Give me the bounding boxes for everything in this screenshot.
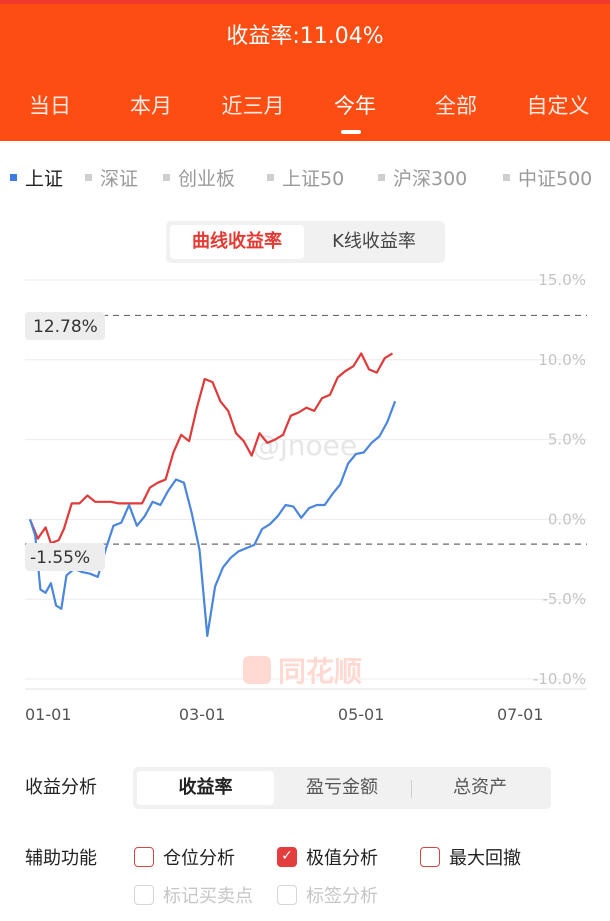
tab-all[interactable]: 全部	[435, 94, 477, 118]
watermark-text: @jnoee	[252, 429, 357, 462]
chart-markers: 12.78% -1.55%	[25, 312, 105, 571]
index-tab-label: 中证500	[518, 168, 593, 190]
index-tab-label: 深证	[100, 168, 139, 190]
analysis-label: 收益分析	[25, 777, 97, 798]
checkbox-label: 标记买卖点	[163, 886, 253, 907]
buy-sell-marker-checkbox: 标记买卖点	[134, 884, 253, 910]
max-drawdown-checkbox[interactable]: 最大回撤	[420, 846, 521, 872]
index-tab-csi500[interactable]: 中证500	[503, 164, 592, 194]
index-tab-label: 沪深300	[393, 168, 468, 190]
return-rate-title: 收益率:11.04%	[226, 24, 384, 49]
checkbox-icon	[277, 885, 297, 905]
y-tick-label: 0.0%	[548, 510, 586, 528]
min-value-badge	[25, 543, 105, 571]
max-value-label: 12.78%	[33, 317, 98, 337]
x-tick-label: 05-01	[338, 705, 385, 724]
tonghuashun-logo-icon	[243, 656, 271, 684]
header-bar: 收益率:11.04% 当日 本月 近三月 今年 全部 自定义	[0, 0, 610, 141]
return-rate-option[interactable]: 收益率	[137, 771, 274, 805]
x-tick-label: 07-01	[497, 705, 544, 724]
position-analysis-checkbox[interactable]: 仓位分析	[134, 846, 235, 872]
segment-divider	[411, 780, 412, 798]
tab-today[interactable]: 当日	[29, 94, 71, 118]
kline-return-button[interactable]: K线收益率	[332, 231, 416, 252]
min-value-label: -1.55%	[30, 548, 90, 568]
chart-grid	[25, 279, 587, 690]
max-value-badge	[25, 312, 105, 340]
index-tab-label: 上证	[25, 168, 64, 190]
tab-this-year-label: 今年	[334, 94, 376, 118]
index-dot-icon	[163, 174, 170, 181]
index-tab-label: 上证50	[282, 168, 345, 190]
checkbox-label: 标签分析	[306, 886, 378, 907]
y-tick-label: 5.0%	[548, 431, 586, 449]
chart-series	[28, 352, 397, 637]
y-tick-label: 15.0%	[538, 271, 586, 289]
tonghuashun-logo-text: 同花顺	[278, 655, 362, 688]
total-assets-option[interactable]: 总资产	[453, 777, 507, 798]
extreme-value-checkbox[interactable]: ✓ 极值分析	[277, 846, 378, 872]
y-tick-label: -5.0%	[542, 590, 586, 608]
index-dot-icon	[378, 174, 385, 181]
active-tab-indicator	[341, 130, 361, 134]
checkbox-icon	[134, 885, 154, 905]
chart-mode-toggle: 曲线收益率 K线收益率	[166, 221, 445, 263]
index-tab-shenzhen[interactable]: 深证	[85, 164, 138, 194]
checkbox-label: 最大回撤	[449, 848, 521, 869]
index-tab-sse50[interactable]: 上证50	[267, 164, 344, 194]
checkbox-label: 仓位分析	[163, 848, 235, 869]
checkbox-icon	[420, 847, 440, 867]
x-tick-label: 01-01	[25, 705, 72, 724]
checkmark-icon: ✓	[277, 847, 297, 867]
y-tick-label: -10.0%	[533, 670, 586, 688]
index-tab-chinext[interactable]: 创业板	[163, 164, 235, 194]
tab-this-year[interactable]: 今年	[305, 92, 405, 134]
index-tab-csi300[interactable]: 沪深300	[378, 164, 467, 194]
chart-axes: 15.0% 10.0% 5.0% 0.0% -5.0% -10.0% 01-01 03-01 0…	[25, 271, 586, 724]
checkbox-icon	[134, 847, 154, 867]
index-dot-icon	[10, 174, 17, 181]
profit-loss-option[interactable]: 盈亏金额	[306, 777, 378, 798]
return-chart: @jnoee 同花顺 12.78% -1.55% 15.0% 10.0% 5.0% 0…	[25, 271, 587, 724]
index-tab-label: 创业板	[178, 168, 236, 190]
tag-analysis-checkbox: 标签分析	[277, 884, 378, 910]
tonghuashun-logo: 同花顺	[243, 655, 362, 688]
index-dot-icon	[503, 174, 510, 181]
tab-custom[interactable]: 自定义	[526, 94, 590, 118]
analysis-segmented-control: 收益率 盈亏金额 总资产	[133, 767, 551, 809]
period-tabs: 当日 本月 近三月 今年 全部 自定义	[0, 92, 610, 134]
x-tick-label: 03-01	[179, 705, 226, 724]
tab-last-three-months[interactable]: 近三月	[221, 94, 285, 118]
chart-decor: @jnoee 同花顺	[243, 429, 362, 688]
portfolio-series-line	[28, 352, 394, 545]
checkbox-label: 极值分析	[306, 848, 378, 869]
index-selector: 上证 深证 创业板 上证50 沪深300 中证500	[0, 164, 610, 194]
y-tick-label: 10.0%	[538, 351, 586, 369]
curve-return-button[interactable]: 曲线收益率	[170, 225, 304, 259]
assist-label: 辅助功能	[25, 848, 97, 869]
index-dot-icon	[85, 174, 92, 181]
index-tab-shanghai[interactable]: 上证	[10, 164, 63, 194]
tab-this-month[interactable]: 本月	[130, 94, 172, 118]
index-dot-icon	[267, 174, 274, 181]
